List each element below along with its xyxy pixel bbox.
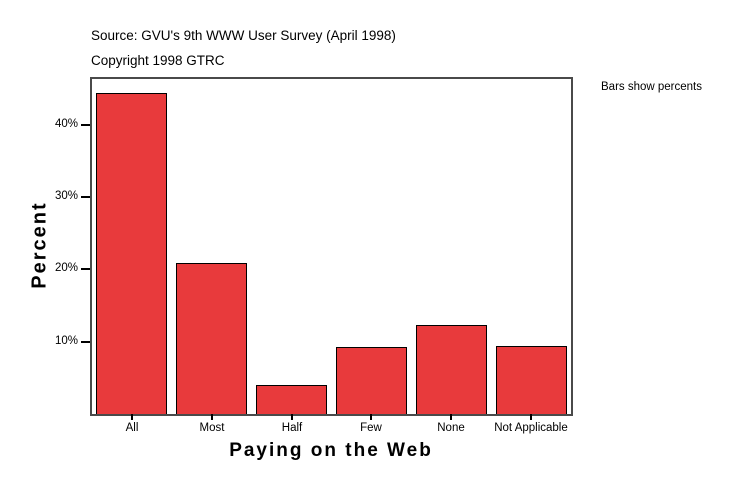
y-tick-label: 40% <box>54 118 78 130</box>
y-axis-title: Percent <box>28 201 51 289</box>
y-tick-mark <box>81 268 90 270</box>
x-category-label: Half <box>281 422 303 434</box>
y-tick-label: 30% <box>54 190 78 202</box>
bars-show-percents-note: Bars show percents <box>601 81 702 93</box>
bar-all <box>96 93 167 414</box>
plot-area: All Most Half Few None Not Applicable 10% 20% 30… <box>55 77 573 434</box>
chart-source-text: Source: GVU's 9th WWW User Survey (April… <box>91 28 396 43</box>
x-axis-title: Paying on the Web <box>229 440 433 461</box>
bar-most <box>176 263 247 414</box>
x-tick-mark <box>370 414 372 420</box>
x-category-label: Not Applicable <box>494 422 568 434</box>
y-tick-label: 10% <box>54 335 78 347</box>
x-category-label: Few <box>360 422 382 434</box>
x-tick-mark <box>450 414 452 420</box>
x-category-label: None <box>437 422 465 434</box>
y-tick-mark <box>81 196 90 198</box>
x-category-label: All <box>125 422 139 434</box>
bar-none <box>416 325 487 414</box>
x-tick-mark <box>131 414 133 420</box>
x-tick-mark <box>291 414 293 420</box>
x-category-label: Most <box>199 422 225 434</box>
x-tick-mark <box>211 414 213 420</box>
y-tick-mark <box>81 124 90 126</box>
x-tick-mark <box>530 414 532 420</box>
bar-half <box>256 385 327 414</box>
y-tick-mark <box>81 341 90 343</box>
bar-few <box>336 347 407 414</box>
chart-copyright-text: Copyright 1998 GTRC <box>91 53 225 68</box>
bar-not-applicable <box>496 346 567 414</box>
y-tick-label: 20% <box>54 262 78 274</box>
